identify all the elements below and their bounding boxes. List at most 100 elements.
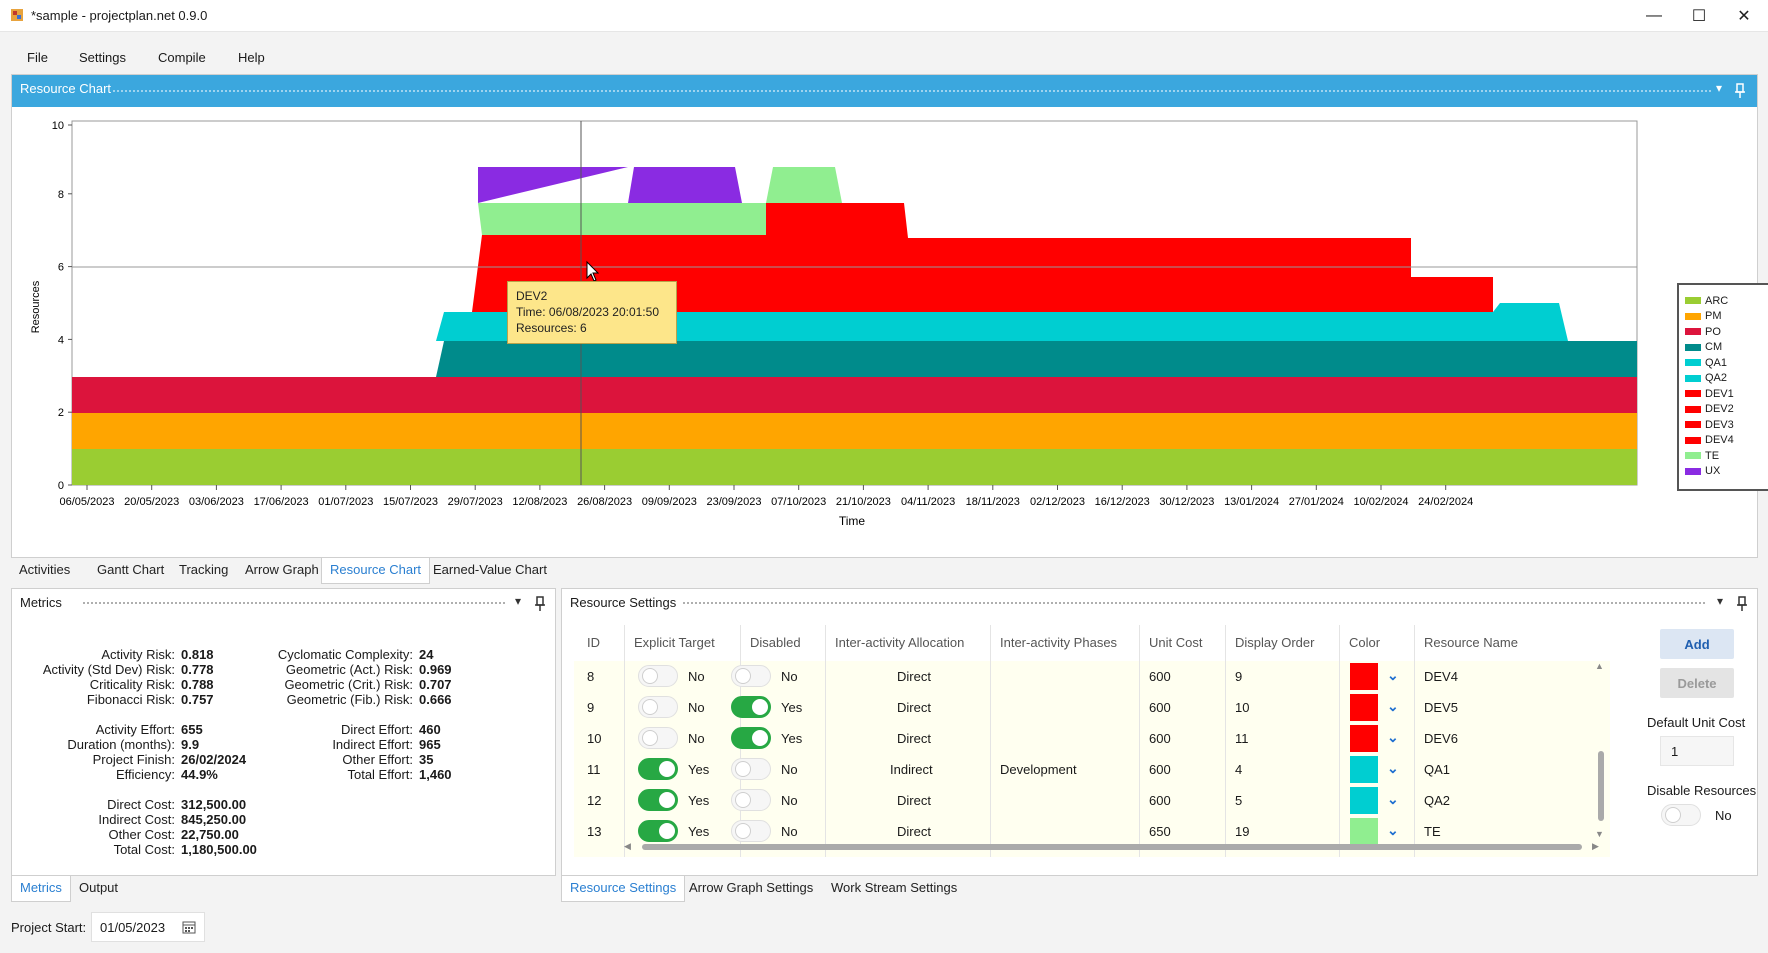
display-order-cell[interactable]: 9 xyxy=(1235,669,1243,684)
color-swatch[interactable] xyxy=(1350,694,1378,721)
color-swatch[interactable] xyxy=(1350,756,1378,783)
resource-grid[interactable]: ID Explicit Target Disabled Inter-activi… xyxy=(574,625,1610,857)
disabled-toggle[interactable] xyxy=(731,665,771,687)
display-order-cell[interactable]: 5 xyxy=(1235,793,1243,808)
tab-metrics[interactable]: Metrics xyxy=(11,876,71,902)
disabled-toggle[interactable] xyxy=(731,789,771,811)
explicit-target-toggle[interactable] xyxy=(638,820,678,842)
tab-resource-chart[interactable]: Resource Chart xyxy=(321,558,431,584)
menu-settings[interactable]: Settings xyxy=(79,50,126,65)
tab-activities[interactable]: Activities xyxy=(19,562,71,577)
resource-name-cell[interactable]: QA1 xyxy=(1424,762,1451,777)
tab-output[interactable]: Output xyxy=(79,880,119,895)
color-swatch[interactable] xyxy=(1350,787,1378,814)
disabled-toggle[interactable] xyxy=(731,820,771,842)
calendar-icon[interactable] xyxy=(182,920,196,934)
phases-cell[interactable]: Development xyxy=(1000,762,1077,777)
explicit-target-toggle[interactable] xyxy=(638,789,678,811)
col-id[interactable]: ID xyxy=(587,635,600,650)
table-row[interactable]: 10 No Yes Direct 600 11 ⌄ DEV6 xyxy=(574,723,1610,754)
explicit-target-toggle[interactable] xyxy=(638,758,678,780)
color-dropdown-icon[interactable]: ⌄ xyxy=(1387,822,1399,838)
tab-tracking[interactable]: Tracking xyxy=(179,562,229,577)
panel-dropdown-icon[interactable]: ▾ xyxy=(1717,594,1724,608)
maximize-button[interactable]: ☐ xyxy=(1691,8,1707,25)
resource-chart[interactable]: 0 2 4 6 8 10 06/05/2023 20/05/2023 03/06/2023 17… xyxy=(12,107,1757,557)
color-dropdown-icon[interactable]: ⌄ xyxy=(1387,729,1399,745)
resource-name-cell[interactable]: DEV4 xyxy=(1424,669,1458,684)
tab-gantt-chart[interactable]: Gantt Chart xyxy=(97,562,165,577)
disabled-toggle[interactable] xyxy=(731,727,771,749)
allocation-cell[interactable]: Direct xyxy=(897,700,931,715)
tab-arrow-graph-settings[interactable]: Arrow Graph Settings xyxy=(689,880,814,895)
explicit-target-toggle[interactable] xyxy=(638,696,678,718)
color-dropdown-icon[interactable]: ⌄ xyxy=(1387,760,1399,776)
default-unit-cost-input[interactable]: 1 xyxy=(1660,736,1734,766)
project-start-date-input[interactable]: 01/05/2023 xyxy=(91,912,205,942)
unit-cost-cell[interactable]: 650 xyxy=(1149,824,1171,839)
explicit-target-toggle[interactable] xyxy=(638,727,678,749)
resource-name-cell[interactable]: DEV6 xyxy=(1424,731,1458,746)
resource-name-cell[interactable]: DEV5 xyxy=(1424,700,1458,715)
col-display-order[interactable]: Display Order xyxy=(1235,635,1315,650)
color-swatch[interactable] xyxy=(1350,818,1378,845)
col-disabled[interactable]: Disabled xyxy=(750,635,801,650)
horizontal-scroll-thumb[interactable] xyxy=(642,844,1582,850)
allocation-cell[interactable]: Direct xyxy=(897,824,931,839)
delete-button[interactable]: Delete xyxy=(1660,668,1734,698)
menu-help[interactable]: Help xyxy=(238,50,265,65)
table-row[interactable]: 9 No Yes Direct 600 10 ⌄ DEV5 xyxy=(574,692,1610,723)
col-unit-cost[interactable]: Unit Cost xyxy=(1149,635,1203,650)
vertical-scroll-thumb[interactable] xyxy=(1598,751,1604,821)
vertical-scrollbar[interactable]: ▲ ▼ xyxy=(1595,661,1604,839)
tab-earned-value-chart[interactable]: Earned-Value Chart xyxy=(433,562,547,577)
col-resource-name[interactable]: Resource Name xyxy=(1424,635,1518,650)
pin-icon[interactable] xyxy=(1734,83,1746,99)
allocation-cell[interactable]: Direct xyxy=(897,669,931,684)
color-dropdown-icon[interactable]: ⌄ xyxy=(1387,698,1399,714)
unit-cost-cell[interactable]: 600 xyxy=(1149,793,1171,808)
tab-arrow-graph[interactable]: Arrow Graph xyxy=(245,562,319,577)
disabled-toggle[interactable] xyxy=(731,696,771,718)
disabled-toggle[interactable] xyxy=(731,758,771,780)
col-phases[interactable]: Inter-activity Phases xyxy=(1000,635,1118,650)
allocation-cell[interactable]: Direct xyxy=(897,731,931,746)
col-color[interactable]: Color xyxy=(1349,635,1381,650)
tab-work-stream-settings[interactable]: Work Stream Settings xyxy=(831,880,958,895)
color-swatch[interactable] xyxy=(1350,725,1378,752)
unit-cost-cell[interactable]: 600 xyxy=(1149,669,1171,684)
resource-name-cell[interactable]: TE xyxy=(1424,824,1441,839)
unit-cost-cell[interactable]: 600 xyxy=(1149,762,1171,777)
display-order-cell[interactable]: 10 xyxy=(1235,700,1250,715)
tab-resource-settings[interactable]: Resource Settings xyxy=(561,876,686,902)
col-allocation[interactable]: Inter-activity Allocation xyxy=(835,635,965,650)
pin-icon[interactable] xyxy=(1736,596,1748,612)
col-explicit-target[interactable]: Explicit Target xyxy=(634,635,715,650)
menu-compile[interactable]: Compile xyxy=(158,50,206,65)
color-dropdown-icon[interactable]: ⌄ xyxy=(1387,667,1399,683)
color-swatch[interactable] xyxy=(1350,663,1378,690)
display-order-cell[interactable]: 4 xyxy=(1235,762,1243,777)
panel-dropdown-icon[interactable]: ▾ xyxy=(1716,81,1723,95)
close-button[interactable]: ✕ xyxy=(1737,8,1751,25)
allocation-cell[interactable]: Indirect xyxy=(890,762,933,777)
table-row[interactable]: 13 Yes No Direct 650 19 ⌄ TE xyxy=(574,816,1610,847)
minimize-button[interactable]: — xyxy=(1646,7,1662,24)
table-row[interactable]: 8 No No Direct 600 9 ⌄ DEV4 xyxy=(574,661,1610,692)
menu-file[interactable]: File xyxy=(27,50,48,65)
allocation-cell[interactable]: Direct xyxy=(897,793,931,808)
pin-icon[interactable] xyxy=(534,596,546,612)
unit-cost-cell[interactable]: 600 xyxy=(1149,731,1171,746)
display-order-cell[interactable]: 19 xyxy=(1235,824,1250,839)
unit-cost-cell[interactable]: 600 xyxy=(1149,700,1171,715)
add-button[interactable]: Add xyxy=(1660,629,1734,659)
table-row[interactable]: 12 Yes No Direct 600 5 ⌄ QA2 xyxy=(574,785,1610,816)
resource-name-cell[interactable]: QA2 xyxy=(1424,793,1451,808)
panel-dropdown-icon[interactable]: ▾ xyxy=(515,594,522,608)
horizontal-scrollbar[interactable]: ◀ ▶ xyxy=(624,841,1599,851)
color-dropdown-icon[interactable]: ⌄ xyxy=(1387,791,1399,807)
display-order-cell[interactable]: 11 xyxy=(1235,731,1249,746)
disable-resources-toggle[interactable] xyxy=(1661,804,1701,826)
table-row[interactable]: 11 Yes No Indirect Development 600 4 ⌄ QA1 xyxy=(574,754,1610,785)
explicit-target-toggle[interactable] xyxy=(638,665,678,687)
